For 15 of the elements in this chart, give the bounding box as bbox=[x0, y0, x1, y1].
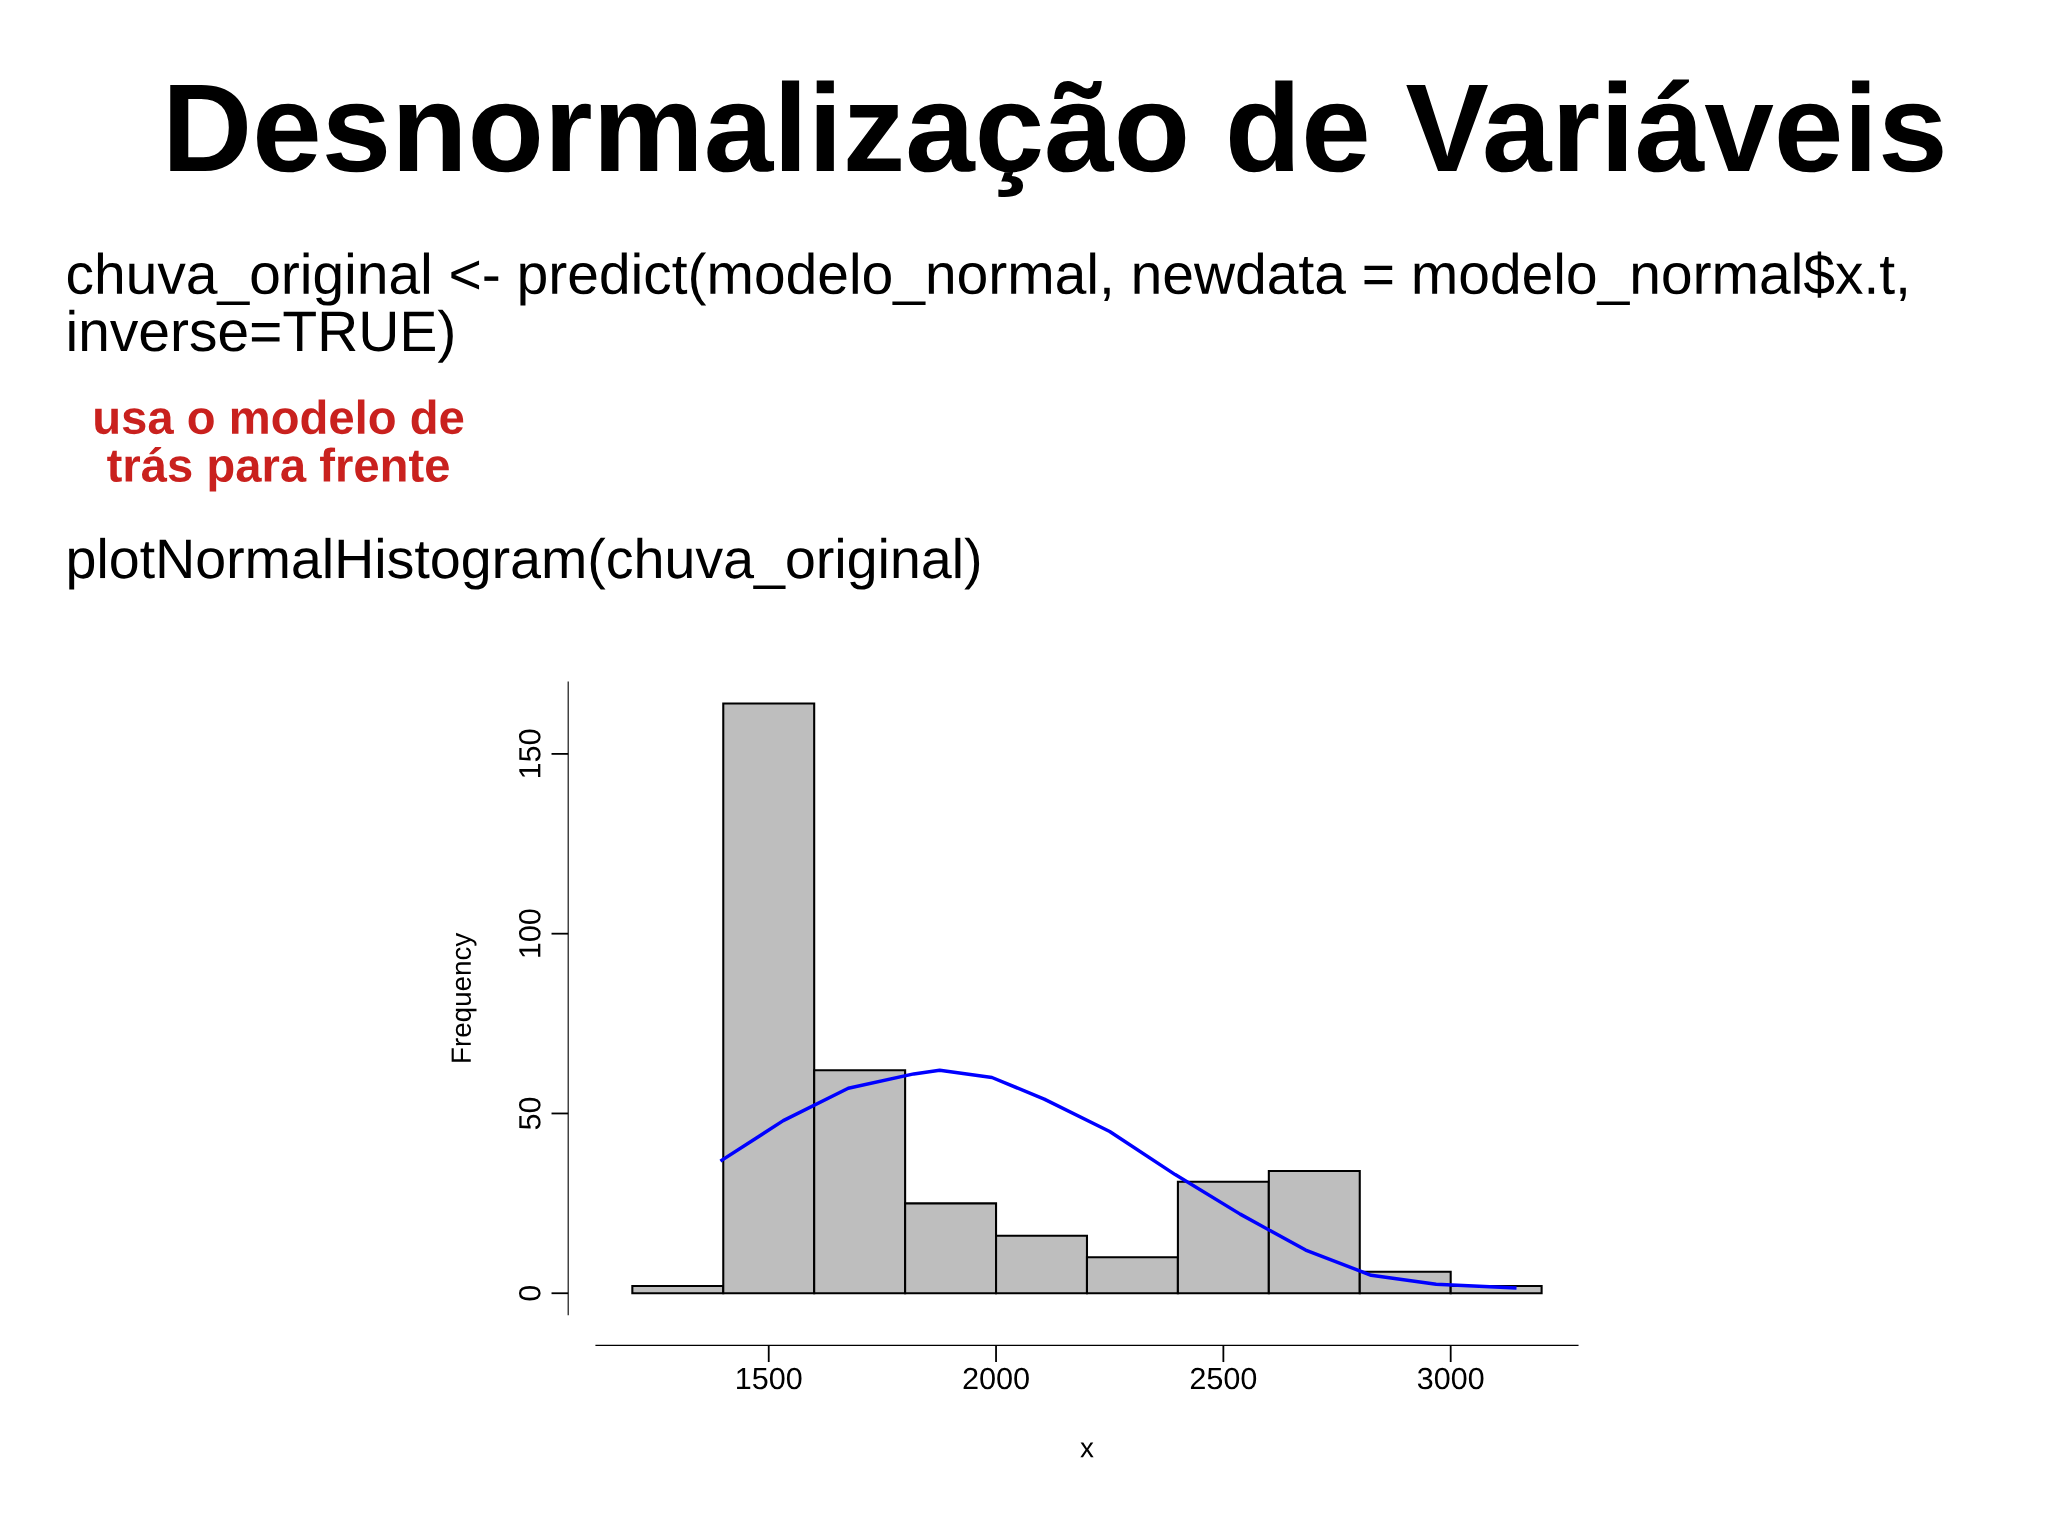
x-tick-label: 2000 bbox=[963, 1367, 1029, 1390]
y-axis-title: Frequency bbox=[451, 932, 477, 1062]
chart-title: Desnormalização de Variáveis bbox=[170, 79, 1943, 198]
y-tick-label: 150 bbox=[518, 729, 541, 778]
text: usa o modelo de trás para frente bbox=[95, 399, 464, 492]
x-tick-label: 3000 bbox=[1417, 1367, 1484, 1390]
y-tick-label: 50 bbox=[518, 1097, 541, 1130]
line-series bbox=[720, 1068, 1517, 1290]
text: plotNormalHistogram(chuva_original) bbox=[69, 537, 980, 590]
text: chuva_original <- predict(modelo_normal, newdata = modelo_normal$x.t, inverse=TRUE) bbox=[67, 251, 1906, 363]
x-tick-label: 1500 bbox=[737, 1367, 802, 1390]
y-tick-label: 100 bbox=[518, 909, 541, 957]
x-axis-title: x bbox=[1080, 1442, 1094, 1458]
x-tick-label: 2500 bbox=[1190, 1367, 1257, 1390]
y-tick-label: 0 bbox=[518, 1285, 541, 1301]
